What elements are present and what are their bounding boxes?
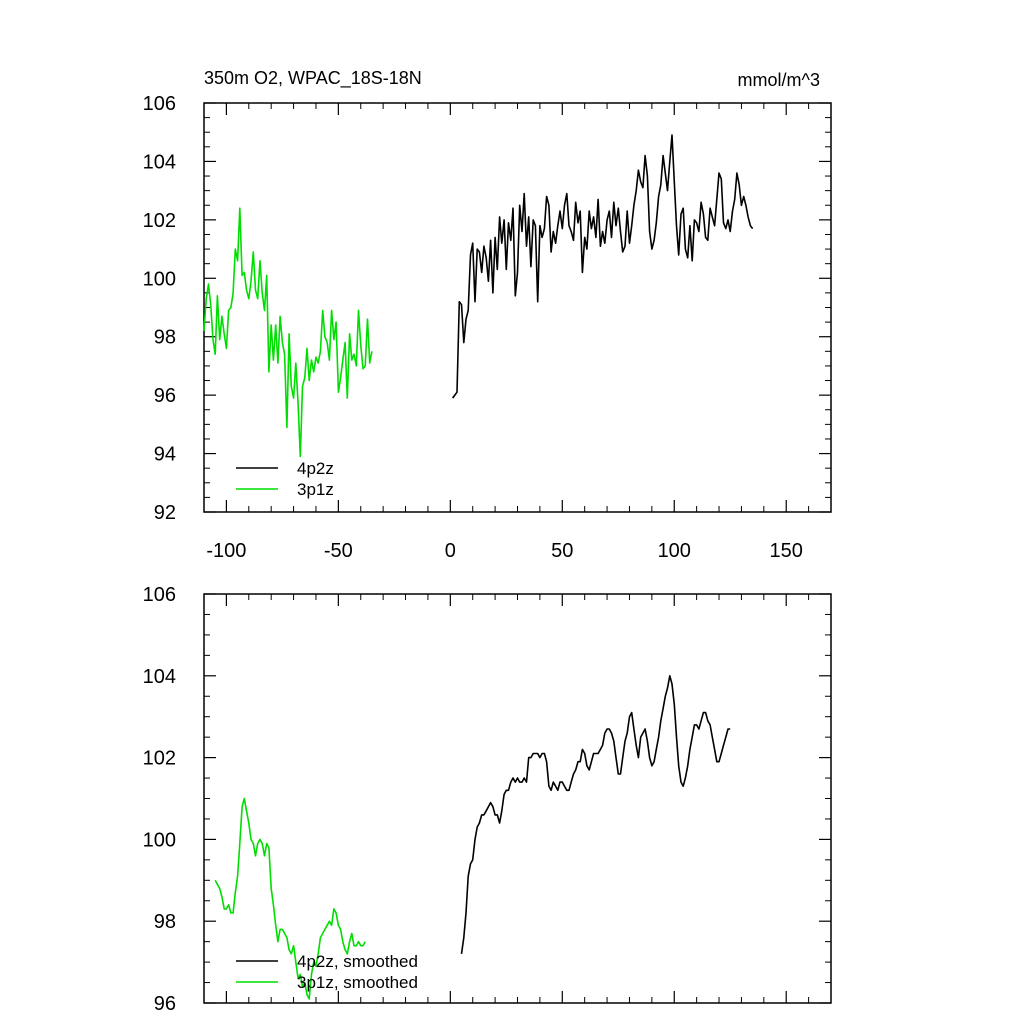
top-chart: 350m O2, WPAC_18S-18N mmol/m^3 92 94 96 98 1… xyxy=(143,68,832,562)
top-y-tick-label: 104 xyxy=(143,151,176,173)
top-series-line-4p2z xyxy=(451,134,754,399)
bottom-chart-legend: 4p2z, smoothed 3p1z, smoothed xyxy=(236,952,418,992)
top-y-tick-label: 94 xyxy=(154,444,176,466)
bottom-y-tick-label: 106 xyxy=(143,584,176,606)
top-y-tick-label: 98 xyxy=(154,327,176,349)
bottom-y-tick-label: 96 xyxy=(154,993,176,1015)
top-series-line-3p1z xyxy=(203,207,373,458)
top-x-tick-label: -50 xyxy=(324,540,353,562)
top-x-tick-label: -100 xyxy=(206,540,246,562)
bottom-y-tick-label: 98 xyxy=(154,911,176,933)
top-y-tick-label: 92 xyxy=(154,502,176,524)
top-y-tick-label: 96 xyxy=(154,385,176,407)
top-chart-title-right: mmol/m^3 xyxy=(738,70,820,90)
bottom-y-tick-label: 104 xyxy=(143,666,176,688)
bottom-series-line-3p1z-smoothed xyxy=(214,797,366,1000)
top-y-tick-label: 106 xyxy=(143,93,176,115)
top-y-tick-label: 100 xyxy=(143,268,176,290)
bottom-chart: 96 98 100 102 104 106 4p2z, smoothed 3p1z, sm… xyxy=(143,584,832,1015)
bottom-y-tick-label: 100 xyxy=(143,829,176,851)
bottom-chart-y-tick-labels: 96 98 100 102 104 106 xyxy=(143,584,176,1015)
top-chart-lines xyxy=(203,134,754,458)
legend-label-3p1z-smoothed: 3p1z, smoothed xyxy=(297,973,418,992)
top-x-tick-label: 150 xyxy=(770,540,803,562)
top-chart-legend: 4p2z 3p1z xyxy=(236,459,334,499)
top-y-tick-label: 102 xyxy=(143,210,176,232)
top-x-tick-label: 50 xyxy=(551,540,573,562)
top-chart-y-tick-labels: 92 94 96 98 100 102 104 106 xyxy=(143,93,176,524)
legend-label-4p2z-smoothed: 4p2z, smoothed xyxy=(297,952,418,971)
bottom-y-tick-label: 102 xyxy=(143,748,176,770)
bottom-chart-lines xyxy=(214,674,731,1000)
bottom-chart-ticks xyxy=(203,593,832,1004)
top-x-tick-label: 0 xyxy=(445,540,456,562)
top-chart-title-left: 350m O2, WPAC_18S-18N xyxy=(204,68,422,89)
top-chart-x-tick-labels: -100 -50 0 50 100 150 xyxy=(206,540,803,562)
top-chart-ticks xyxy=(203,102,832,513)
bottom-series-line-4p2z-smoothed xyxy=(460,674,731,955)
legend-label-4p2z: 4p2z xyxy=(297,459,334,478)
legend-label-3p1z: 3p1z xyxy=(297,480,334,499)
top-x-tick-label: 100 xyxy=(658,540,691,562)
